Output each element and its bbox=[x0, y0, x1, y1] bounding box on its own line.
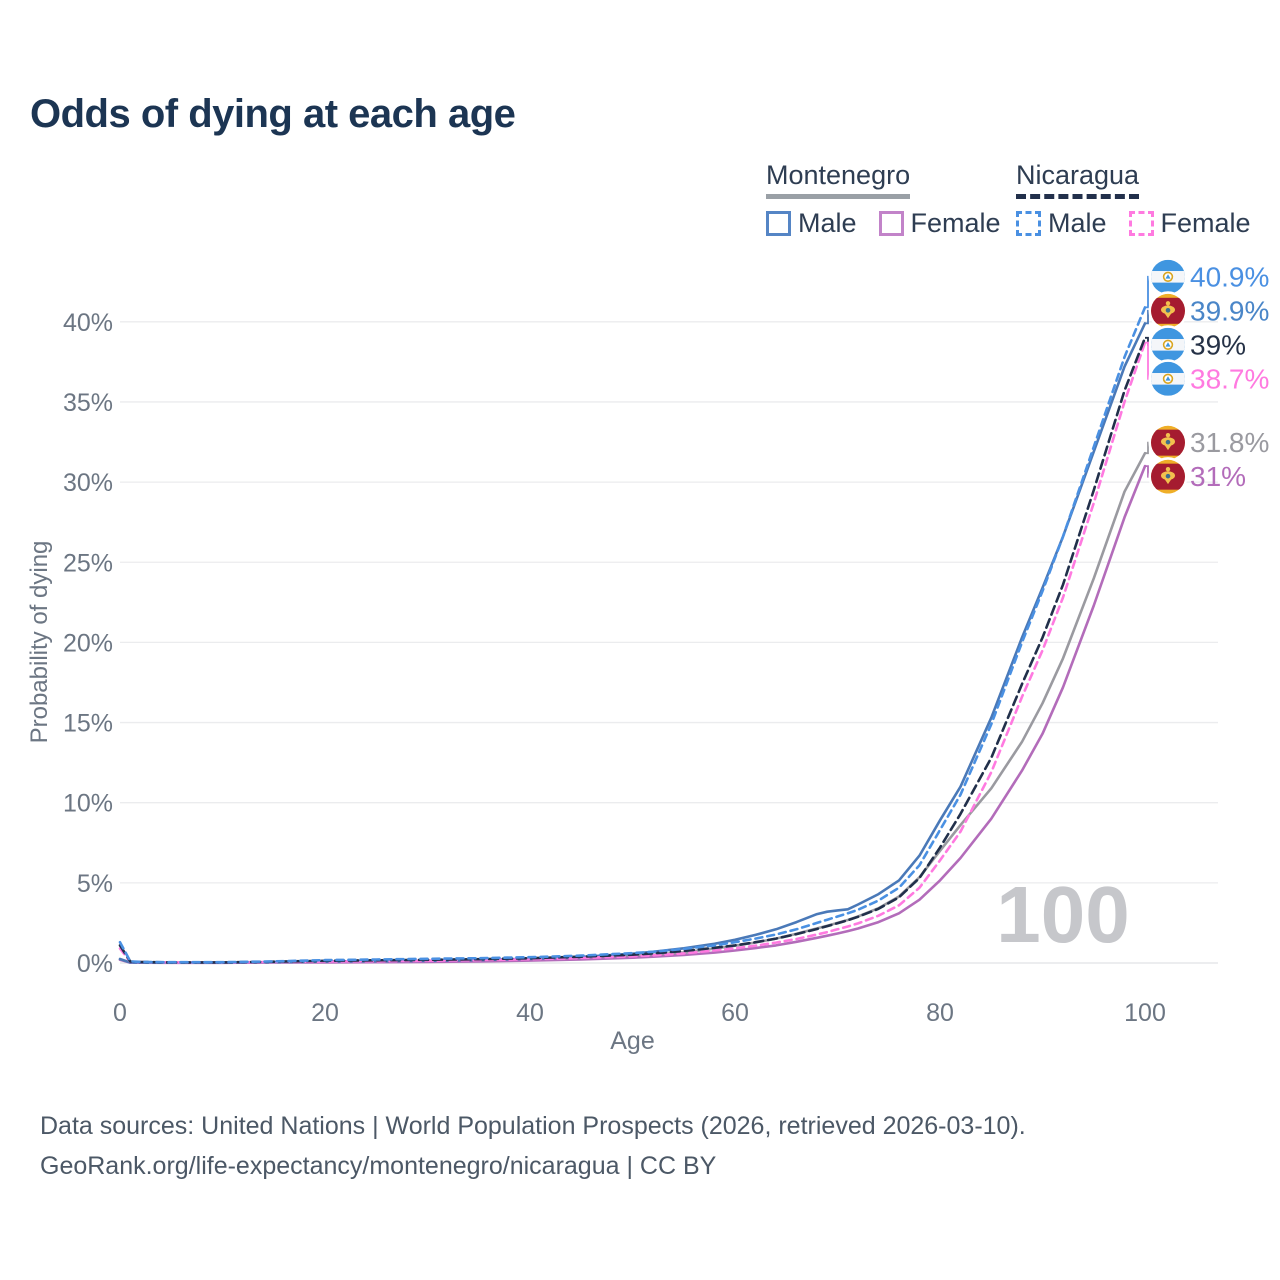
montenegro-male-swatch-icon bbox=[766, 211, 791, 236]
legend-group-montenegro: Montenegro Male Female bbox=[766, 160, 1001, 239]
legend-items-nicaragua: Male Female bbox=[1016, 208, 1251, 239]
y-tick-label: 35% bbox=[63, 389, 113, 417]
montenegro-flag-icon bbox=[1148, 457, 1188, 497]
legend-country-montenegro: Montenegro bbox=[766, 160, 911, 199]
x-tick-label: 0 bbox=[113, 999, 127, 1027]
legend-item-montenegro-male: Male bbox=[766, 208, 857, 239]
legend-item-nicaragua-female: Female bbox=[1128, 208, 1251, 239]
y-tick-label: 30% bbox=[63, 469, 113, 497]
watermark: 100 bbox=[996, 870, 1129, 959]
series-line-nicaragua-total bbox=[118, 336, 1147, 964]
legend-label: Female bbox=[1160, 208, 1251, 238]
nicaragua-flag-icon bbox=[1148, 257, 1188, 297]
nicaragua-flag-icon bbox=[1148, 325, 1188, 365]
y-tick-label: 10% bbox=[63, 790, 113, 818]
series-line-nicaragua-male bbox=[118, 306, 1147, 964]
nicaragua-male-swatch-icon bbox=[1016, 211, 1041, 236]
x-tick-label: 100 bbox=[1124, 999, 1166, 1027]
footer: Data sources: United Nations | World Pop… bbox=[40, 1106, 1026, 1186]
page-title: Odds of dying at each age bbox=[30, 92, 516, 136]
legend-label: Male bbox=[798, 208, 857, 238]
end-value-label-montenegro-total: 31.8% bbox=[1190, 427, 1269, 458]
legend-country-nicaragua: Nicaragua bbox=[1016, 160, 1140, 199]
montenegro-flag-icon bbox=[1148, 423, 1188, 463]
watermark-age-label: 100 bbox=[996, 870, 1129, 959]
axis-labels: 0% 5% 10% 15% 20% 25% 30% 35% 40% 0 20 40 60 80 100 Age… bbox=[26, 309, 1166, 1055]
end-value-label-montenegro-male: 39.9% bbox=[1190, 295, 1269, 326]
y-tick-label: 25% bbox=[63, 549, 113, 577]
footer-sources: Data sources: United Nations | World Pop… bbox=[40, 1112, 1026, 1140]
series-line-montenegro-total bbox=[118, 451, 1147, 964]
y-axis-title: Probability of dying bbox=[26, 541, 53, 744]
legend-label: Female bbox=[910, 208, 1001, 238]
end-value-label-nicaragua-male: 40.9% bbox=[1190, 261, 1269, 292]
y-tick-label: 15% bbox=[63, 710, 113, 738]
series-lines bbox=[118, 306, 1147, 965]
legend-group-nicaragua: Nicaragua Male Female bbox=[1016, 160, 1251, 239]
footer-attribution: GeoRank.org/life-expectancy/montenegro/n… bbox=[40, 1152, 717, 1180]
end-value-label-nicaragua-female: 38.7% bbox=[1190, 363, 1269, 394]
end-value-label-montenegro-female: 31% bbox=[1190, 461, 1246, 492]
x-tick-label: 40 bbox=[516, 999, 544, 1027]
nicaragua-flag-icon bbox=[1148, 359, 1188, 399]
series-line-nicaragua-female bbox=[118, 341, 1147, 964]
y-tick-label: 5% bbox=[77, 870, 113, 898]
y-tick-label: 0% bbox=[77, 950, 113, 978]
nicaragua-female-swatch-icon bbox=[1128, 211, 1154, 236]
montenegro-female-swatch-icon bbox=[878, 211, 904, 236]
montenegro-flag-icon bbox=[1148, 291, 1188, 331]
y-tick-label: 40% bbox=[63, 309, 113, 337]
x-axis-title: Age bbox=[610, 1027, 654, 1055]
legend-label: Male bbox=[1048, 208, 1107, 238]
x-tick-label: 80 bbox=[926, 999, 954, 1027]
x-tick-label: 20 bbox=[311, 999, 339, 1027]
gridlines bbox=[120, 321, 1218, 964]
legend-item-montenegro-female: Female bbox=[878, 208, 1001, 239]
legend-items-montenegro: Male Female bbox=[766, 208, 1001, 239]
legend-item-nicaragua-male: Male bbox=[1016, 208, 1107, 239]
y-tick-label: 20% bbox=[63, 629, 113, 657]
series-line-montenegro-male bbox=[118, 322, 1147, 964]
x-tick-label: 60 bbox=[721, 999, 749, 1027]
end-annotations: 40.9%39.9%39%38.7% 31.8%31% bbox=[1145, 257, 1269, 497]
end-value-label-nicaragua-total: 39% bbox=[1190, 329, 1246, 360]
